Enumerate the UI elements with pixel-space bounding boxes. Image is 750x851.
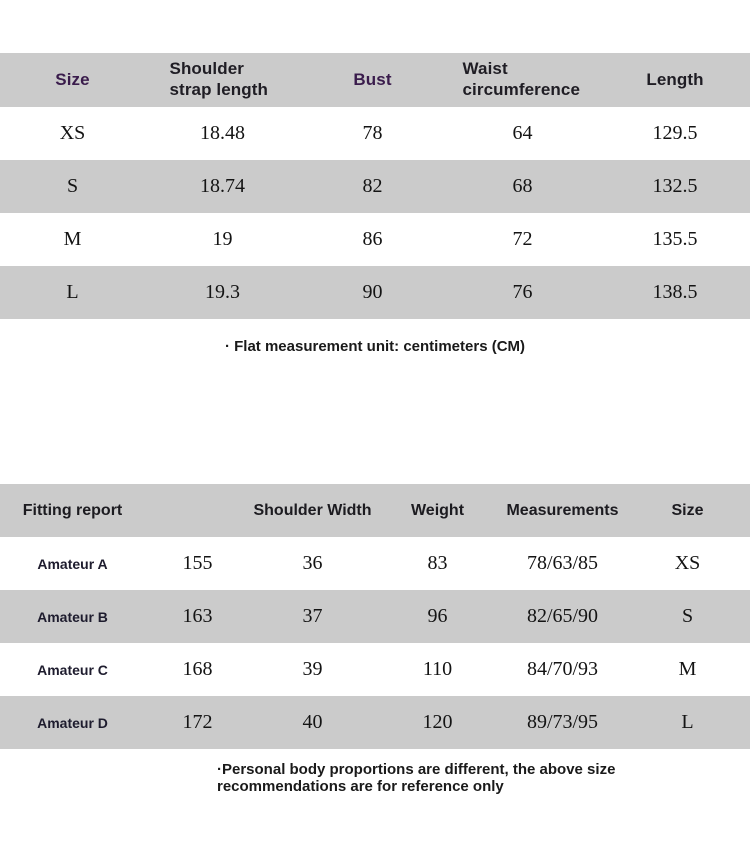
- header-cell-measurements: Measurements: [500, 484, 625, 537]
- cell-shoulder: 19: [212, 228, 233, 250]
- cell-measurements: 82/65/90: [526, 605, 599, 627]
- header-cell-length: Length: [600, 53, 750, 107]
- cell-shoulder-width: 37: [302, 605, 323, 627]
- cell-waist: 76: [512, 281, 533, 303]
- header-label-size: Size: [55, 69, 90, 89]
- header-cell-bust: Bust: [300, 53, 445, 107]
- fitting-table-row-c: Amateur C 168 39 110 84/70/93 M: [0, 643, 750, 696]
- size-table: Size Shoulder strap length Bust Waist ci…: [0, 53, 750, 319]
- cell-size: XS: [674, 552, 701, 574]
- cell-bust: 78: [362, 122, 383, 144]
- cell-size: XS: [59, 122, 86, 144]
- fitting-table-row-b: Amateur B 163 37 96 82/65/90 S: [0, 590, 750, 643]
- fitting-note-line-2: recommendations are for reference only: [217, 777, 504, 795]
- cell-waist: 72: [512, 228, 533, 250]
- cell-length: 132.5: [652, 175, 698, 197]
- cell-waist: 64: [512, 122, 533, 144]
- header-label-shoulder-strap-length: Shoulder strap length: [169, 59, 268, 99]
- cell-size: S: [66, 175, 79, 197]
- header-label-bust: Bust: [353, 69, 392, 89]
- header-label-waist-circumference: Waist circumference: [462, 59, 581, 99]
- cell-height: 155: [182, 552, 213, 574]
- cell-size: S: [681, 605, 694, 627]
- cell-bust: 82: [362, 175, 383, 197]
- size-table-row-s: S 18.74 82 68 132.5: [0, 160, 750, 213]
- cell-waist: 68: [512, 175, 533, 197]
- cell-person: Amateur C: [37, 661, 108, 678]
- cell-measurements: 89/73/95: [526, 711, 599, 733]
- cell-person: Amateur A: [37, 555, 108, 572]
- size-table-note: · Flat measurement unit: centimeters (CM…: [224, 338, 526, 355]
- header-cell-weight: Weight: [375, 484, 500, 537]
- header-label-length: Length: [646, 69, 704, 89]
- cell-person: Amateur D: [37, 714, 108, 731]
- cell-shoulder-width: 40: [302, 711, 323, 733]
- cell-height: 172: [182, 711, 213, 733]
- cell-size: M: [678, 658, 697, 680]
- header-cell-size: Size: [625, 484, 750, 537]
- cell-size: L: [66, 281, 79, 303]
- cell-shoulder: 18.74: [200, 175, 245, 197]
- cell-size: L: [681, 711, 694, 733]
- header-cell-size: Size: [0, 53, 145, 107]
- cell-weight: 110: [422, 658, 453, 680]
- header-label-shoulder-width: Shoulder Width: [253, 501, 372, 519]
- cell-height: 168: [182, 658, 213, 680]
- header-cell-height: [145, 484, 250, 537]
- cell-length: 129.5: [652, 122, 698, 144]
- fitting-table-row-a: Amateur A 155 36 83 78/63/85 XS: [0, 537, 750, 590]
- fitting-table-note: ·Personal body proportions are different…: [217, 761, 657, 795]
- cell-bust: 90: [362, 281, 383, 303]
- cell-length: 135.5: [652, 228, 698, 250]
- fitting-table-header-row: Fitting report Shoulder Width Weight Mea…: [0, 484, 750, 537]
- header-label-weight: Weight: [410, 501, 465, 519]
- cell-bust: 86: [362, 228, 383, 250]
- cell-weight: 83: [427, 552, 448, 574]
- cell-shoulder: 18.48: [200, 122, 245, 144]
- header-cell-shoulder-strap-length: Shoulder strap length: [145, 53, 300, 107]
- cell-shoulder-width: 39: [302, 658, 323, 680]
- fitting-table: Fitting report Shoulder Width Weight Mea…: [0, 484, 750, 749]
- cell-height: 163: [182, 605, 213, 627]
- size-table-row-l: L 19.3 90 76 138.5: [0, 266, 750, 319]
- header-label-size: Size: [671, 501, 704, 519]
- cell-shoulder-width: 36: [302, 552, 323, 574]
- cell-measurements: 84/70/93: [526, 658, 599, 680]
- cell-person: Amateur B: [37, 608, 108, 625]
- header-label-fitting-report: Fitting report: [22, 501, 123, 519]
- size-table-row-m: M 19 86 72 135.5: [0, 213, 750, 266]
- header-cell-waist-circumference: Waist circumference: [445, 53, 600, 107]
- cell-length: 138.5: [652, 281, 698, 303]
- cell-size: M: [63, 228, 82, 250]
- size-table-row-xs: XS 18.48 78 64 129.5: [0, 107, 750, 160]
- header-cell-shoulder-width: Shoulder Width: [250, 484, 375, 537]
- size-table-header-row: Size Shoulder strap length Bust Waist ci…: [0, 53, 750, 107]
- cell-shoulder: 19.3: [205, 281, 240, 303]
- header-label-measurements: Measurements: [506, 501, 619, 519]
- cell-measurements: 78/63/85: [526, 552, 599, 574]
- header-cell-fitting-report: Fitting report: [0, 484, 145, 537]
- cell-weight: 96: [427, 605, 448, 627]
- cell-weight: 120: [422, 711, 453, 733]
- fitting-table-row-d: Amateur D 172 40 120 89/73/95 L: [0, 696, 750, 749]
- fitting-note-line-1: ·Personal body proportions are different…: [217, 761, 616, 778]
